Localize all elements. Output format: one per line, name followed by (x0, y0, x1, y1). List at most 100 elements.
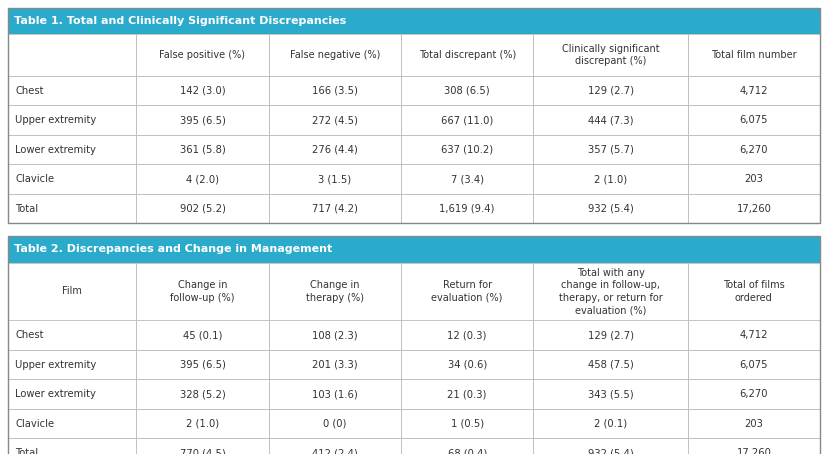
Text: Clinically significant
discrepant (%): Clinically significant discrepant (%) (561, 44, 658, 66)
Text: 17,260: 17,260 (735, 448, 770, 454)
Bar (8, 237, 819, 454)
Text: 6,270: 6,270 (739, 145, 767, 155)
Text: 932 (5.4): 932 (5.4) (587, 204, 633, 214)
Bar (268, 194, 400, 223)
Bar (400, 262, 533, 321)
Text: 6,270: 6,270 (739, 389, 767, 399)
Text: 395 (6.5): 395 (6.5) (179, 360, 225, 370)
Bar (8, 8, 819, 223)
Bar (268, 105, 400, 135)
Text: 45 (0.1): 45 (0.1) (183, 330, 222, 340)
Text: Upper extremity: Upper extremity (15, 115, 96, 125)
Text: 357 (5.7): 357 (5.7) (587, 145, 633, 155)
Text: Total film number: Total film number (710, 50, 796, 60)
Text: Total discrepant (%): Total discrepant (%) (418, 50, 515, 60)
Text: 667 (11.0): 667 (11.0) (441, 115, 493, 125)
Bar (8, 321, 136, 350)
Bar (8, 135, 136, 164)
Bar (268, 321, 400, 350)
Text: 1 (0.5): 1 (0.5) (450, 419, 483, 429)
Text: 3 (1.5): 3 (1.5) (318, 174, 351, 184)
Text: 932 (5.4): 932 (5.4) (587, 448, 633, 454)
Text: Film: Film (62, 286, 82, 296)
Text: 717 (4.2): 717 (4.2) (312, 204, 357, 214)
Bar (686, 409, 819, 439)
Bar (686, 350, 819, 380)
Text: 68 (0.4): 68 (0.4) (447, 448, 486, 454)
Text: 2 (1.0): 2 (1.0) (593, 174, 626, 184)
Text: 276 (4.4): 276 (4.4) (312, 145, 357, 155)
Text: 129 (2.7): 129 (2.7) (587, 330, 633, 340)
Text: 103 (1.6): 103 (1.6) (312, 389, 357, 399)
Bar (533, 409, 686, 439)
Text: Chest: Chest (15, 86, 44, 96)
Bar (136, 76, 268, 105)
Bar (533, 439, 686, 454)
Bar (136, 321, 268, 350)
Bar (533, 105, 686, 135)
Bar (8, 439, 136, 454)
Bar (533, 135, 686, 164)
Text: 637 (10.2): 637 (10.2) (441, 145, 493, 155)
Text: 308 (6.5): 308 (6.5) (444, 86, 490, 96)
Text: Change in
therapy (%): Change in therapy (%) (305, 280, 363, 303)
Bar (400, 76, 533, 105)
Bar (533, 321, 686, 350)
Text: 4,712: 4,712 (739, 86, 767, 96)
Text: 412 (2.4): 412 (2.4) (312, 448, 357, 454)
Text: Table 1. Total and Clinically Significant Discrepancies: Table 1. Total and Clinically Significan… (14, 16, 346, 26)
Text: Lower extremity: Lower extremity (15, 145, 96, 155)
Bar (400, 380, 533, 409)
Bar (8, 105, 136, 135)
Bar (136, 439, 268, 454)
Text: 7 (3.4): 7 (3.4) (450, 174, 483, 184)
Bar (136, 105, 268, 135)
Text: 361 (5.8): 361 (5.8) (179, 145, 225, 155)
Text: 17,260: 17,260 (735, 204, 770, 214)
Bar (136, 135, 268, 164)
Text: 2 (0.1): 2 (0.1) (593, 419, 626, 429)
Bar (136, 164, 268, 194)
Bar (686, 164, 819, 194)
Bar (533, 350, 686, 380)
Bar (686, 321, 819, 350)
Text: 201 (3.3): 201 (3.3) (312, 360, 357, 370)
Bar (686, 76, 819, 105)
Bar (686, 262, 819, 321)
Bar (686, 380, 819, 409)
Bar (400, 409, 533, 439)
Bar (8, 262, 136, 321)
Bar (686, 135, 819, 164)
Bar (136, 350, 268, 380)
Bar (268, 439, 400, 454)
Text: Clavicle: Clavicle (15, 419, 54, 429)
Text: Return for
evaluation (%): Return for evaluation (%) (431, 280, 502, 303)
Bar (268, 262, 400, 321)
Bar (8, 34, 136, 76)
Text: 328 (5.2): 328 (5.2) (179, 389, 225, 399)
Text: Total: Total (15, 204, 38, 214)
Bar (533, 194, 686, 223)
Text: Upper extremity: Upper extremity (15, 360, 96, 370)
Text: 166 (3.5): 166 (3.5) (312, 86, 357, 96)
Text: 902 (5.2): 902 (5.2) (179, 204, 225, 214)
Text: 4,712: 4,712 (739, 330, 767, 340)
Text: 203: 203 (743, 419, 762, 429)
Bar (400, 194, 533, 223)
Text: 108 (2.3): 108 (2.3) (312, 330, 357, 340)
Text: 12 (0.3): 12 (0.3) (447, 330, 486, 340)
Bar (136, 34, 268, 76)
Text: False negative (%): False negative (%) (289, 50, 380, 60)
Text: 343 (5.5): 343 (5.5) (587, 389, 633, 399)
Bar (268, 135, 400, 164)
Bar (268, 409, 400, 439)
Bar (533, 380, 686, 409)
Bar (268, 350, 400, 380)
Text: 6,075: 6,075 (739, 360, 767, 370)
Text: Change in
follow-up (%): Change in follow-up (%) (170, 280, 234, 303)
Bar (400, 34, 533, 76)
Text: 395 (6.5): 395 (6.5) (179, 115, 225, 125)
Text: 6,075: 6,075 (739, 115, 767, 125)
Text: 444 (7.3): 444 (7.3) (587, 115, 633, 125)
Text: Total with any
change in follow-up,
therapy, or return for
evaluation (%): Total with any change in follow-up, ther… (558, 268, 662, 315)
